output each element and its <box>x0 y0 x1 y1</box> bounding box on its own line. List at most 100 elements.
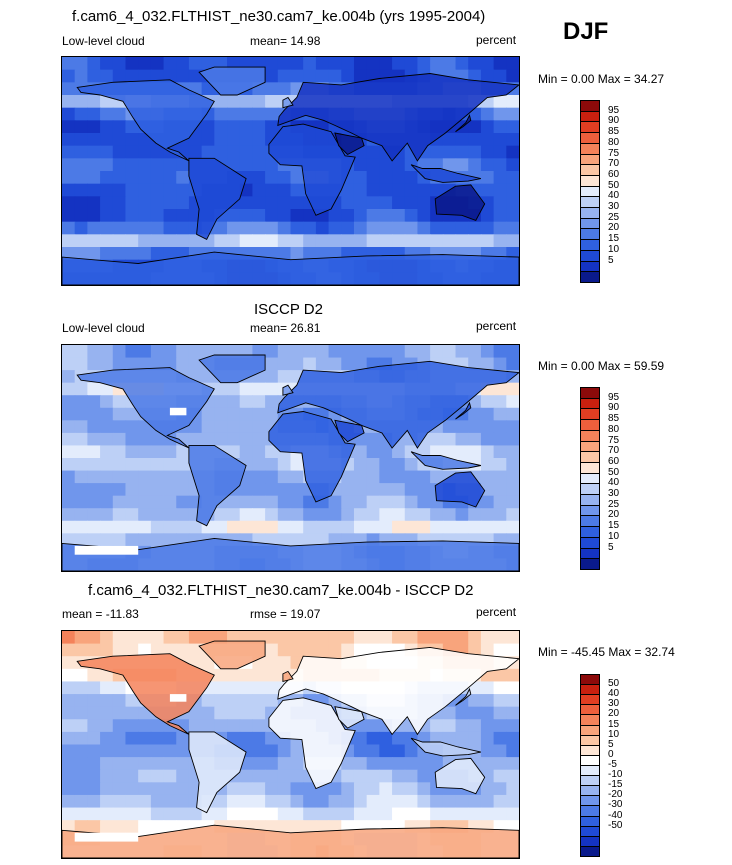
map-cell <box>87 95 101 109</box>
map-cell <box>430 221 444 235</box>
map-cell <box>417 221 431 235</box>
map-cell <box>290 57 304 71</box>
map-cell <box>100 145 114 159</box>
map-cell <box>227 133 241 147</box>
map-cell <box>188 706 203 720</box>
map-cell <box>227 668 241 683</box>
map-cell <box>290 221 304 235</box>
coastline <box>410 737 481 757</box>
map-cell <box>100 744 114 758</box>
map-cell <box>328 508 342 522</box>
map-cell <box>328 221 342 235</box>
map-cell <box>303 643 317 657</box>
map-cell <box>265 807 279 821</box>
map-cell <box>87 470 101 484</box>
map-cell <box>112 221 127 235</box>
map-cell <box>150 145 165 159</box>
map-cell <box>493 196 507 210</box>
map-cell <box>74 69 88 83</box>
map-cell <box>506 794 519 809</box>
map-cell <box>188 145 203 159</box>
map-cell <box>125 533 139 547</box>
map-cell <box>430 631 444 645</box>
colorbar-tick-label: 50 <box>608 179 620 191</box>
map-cell <box>493 643 507 657</box>
map-cell <box>239 234 254 248</box>
map-cell <box>442 432 457 447</box>
map-cell <box>341 807 355 821</box>
map-cell <box>239 520 254 534</box>
map-cell <box>290 209 304 223</box>
colorbar-tick-label: 85 <box>608 126 620 138</box>
map-cell <box>277 470 292 484</box>
map-cell <box>404 458 419 472</box>
map-cell <box>379 183 393 197</box>
map-cell <box>277 345 292 359</box>
map-cell <box>353 520 368 534</box>
coastline <box>334 132 365 156</box>
map-cell <box>303 820 317 834</box>
map-cell <box>480 470 495 484</box>
map-cell <box>100 171 114 185</box>
map-cell <box>138 782 152 796</box>
map-cell <box>442 731 457 746</box>
map-cell <box>125 183 139 197</box>
map-cell <box>150 247 165 261</box>
map-cell <box>468 345 482 359</box>
map-cell <box>506 719 519 733</box>
map-cell <box>506 107 519 121</box>
map-cell <box>201 407 215 421</box>
map-cell <box>353 209 368 223</box>
panel2-map-svg <box>62 345 519 571</box>
map-cell <box>392 470 406 484</box>
map-cell <box>239 731 254 746</box>
colorbar-tick-label: 10 <box>608 243 620 255</box>
map-cell <box>112 158 127 172</box>
map-cell <box>493 57 507 71</box>
panel2-left-label: Low-level cloud <box>62 321 145 335</box>
map-cell <box>227 145 241 159</box>
map-cell <box>176 495 190 509</box>
colorbar-tick-label: 10 <box>608 530 620 542</box>
map-cell <box>125 171 139 185</box>
coastline <box>188 731 247 814</box>
map-cell <box>455 445 469 459</box>
map-cell <box>239 719 254 733</box>
map-cell <box>227 681 241 695</box>
map-cell <box>506 183 519 197</box>
map-cell <box>112 782 127 796</box>
map-cell <box>493 133 507 147</box>
map-cell <box>379 470 393 484</box>
coastline <box>268 411 356 503</box>
map-cell <box>252 395 266 409</box>
map-cell <box>87 345 101 359</box>
coastline <box>198 66 266 96</box>
map-cell <box>480 445 495 459</box>
map-cell <box>112 183 127 197</box>
map-cell <box>277 794 292 809</box>
map-cell <box>366 757 380 771</box>
map-cell <box>112 420 127 434</box>
map-cell <box>455 158 469 172</box>
coastline <box>268 697 356 790</box>
map-cell <box>239 508 254 522</box>
map-cell <box>290 69 304 83</box>
map-cell <box>468 731 482 746</box>
map-cell <box>493 520 507 534</box>
map-cell <box>404 171 419 185</box>
map-cell <box>341 769 355 783</box>
map-cell <box>112 445 127 459</box>
map-cell <box>455 731 469 746</box>
missing-data-region <box>169 407 187 416</box>
map-cell <box>341 643 355 657</box>
map-cell <box>353 234 368 248</box>
map-cell <box>87 643 101 657</box>
colorbar-tick-label: 40 <box>608 190 620 202</box>
map-cell <box>392 221 406 235</box>
map-cell <box>100 95 114 109</box>
map-cell <box>366 445 380 459</box>
map-cell <box>290 171 304 185</box>
map-cell <box>468 694 482 708</box>
map-cell <box>163 769 177 783</box>
map-cell <box>188 345 203 359</box>
